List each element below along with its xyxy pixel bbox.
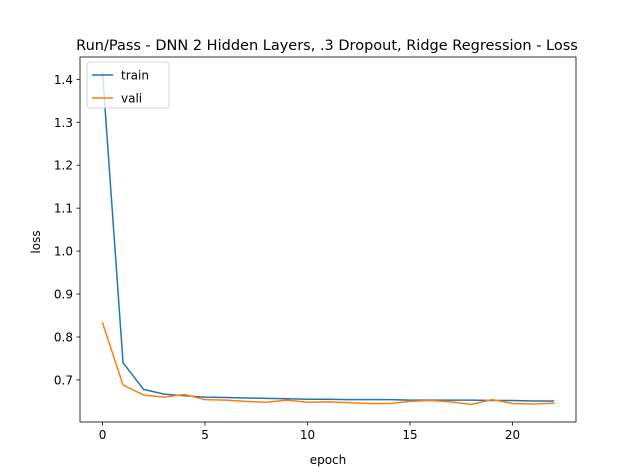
- y-tick-label: 0.9: [54, 288, 73, 302]
- legend-label-train: train: [121, 69, 149, 83]
- y-axis-label: loss: [29, 230, 43, 253]
- y-tick-label: 1.0: [54, 245, 73, 259]
- legend: train vali: [86, 61, 170, 109]
- x-tick-label: 20: [505, 428, 520, 442]
- y-tick-label: 1.3: [54, 116, 73, 130]
- legend-box: [86, 61, 170, 109]
- legend-label-vali: vali: [121, 92, 142, 106]
- plot-area: 0 5 10 15 20 0.7 0.8 0.9 1.0 1.1 1.2 1.3 1.4 train val…: [54, 56, 577, 442]
- x-axis-label: epoch: [310, 453, 347, 467]
- y-tick-label: 0.7: [54, 373, 73, 387]
- x-tick-label: 15: [402, 428, 417, 442]
- y-tick-label: 1.2: [54, 159, 73, 173]
- chart-title: Run/Pass - DNN 2 Hidden Layers, .3 Dropo…: [76, 38, 578, 54]
- series-line-vali: [101, 321, 555, 406]
- y-tick-label: 1.4: [54, 73, 73, 87]
- y-tick-label: 0.8: [54, 330, 73, 344]
- x-tick-label: 0: [99, 428, 107, 442]
- axes-frame: [79, 56, 577, 423]
- x-tick-label: 10: [300, 428, 315, 442]
- x-tick-label: 5: [201, 428, 209, 442]
- y-tick-label: 1.1: [54, 202, 73, 216]
- series-line-train: [101, 72, 555, 402]
